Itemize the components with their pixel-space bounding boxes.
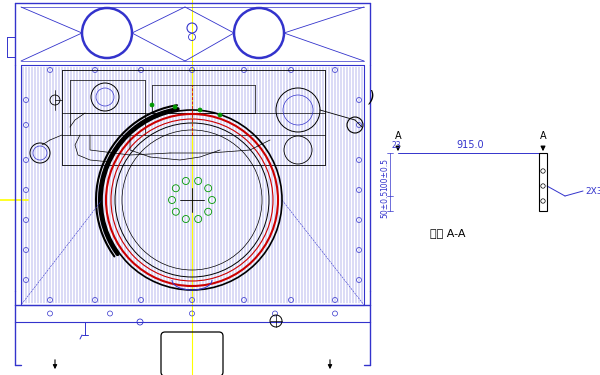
Circle shape xyxy=(198,108,202,112)
Text: 915.0: 915.0 xyxy=(457,140,484,150)
Text: 100±0.5: 100±0.5 xyxy=(380,158,389,191)
Bar xyxy=(539,153,547,211)
Text: A: A xyxy=(539,131,547,141)
Text: 50±0.5: 50±0.5 xyxy=(380,189,389,217)
Text: A: A xyxy=(395,131,401,141)
Circle shape xyxy=(173,105,177,109)
Text: 2X3-Φ13: 2X3-Φ13 xyxy=(585,186,600,195)
Circle shape xyxy=(218,113,222,117)
Text: 剖面 A-A: 剖面 A-A xyxy=(430,228,466,238)
Text: ): ) xyxy=(369,90,375,105)
Circle shape xyxy=(150,103,154,107)
Text: 23: 23 xyxy=(392,141,401,150)
